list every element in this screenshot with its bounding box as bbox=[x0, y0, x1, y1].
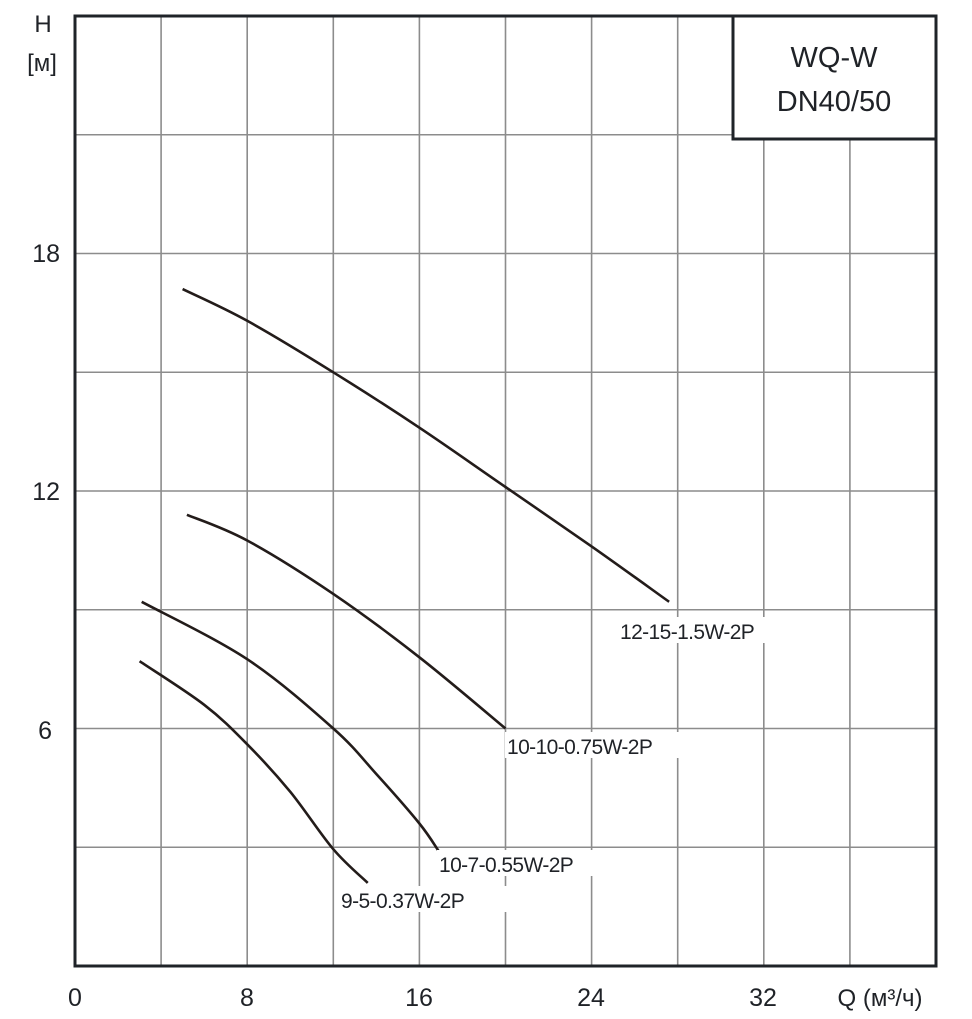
y-tick-18: 18 bbox=[32, 240, 60, 268]
x-tick-8: 8 bbox=[240, 984, 254, 1012]
x-tick-16: 16 bbox=[405, 984, 433, 1012]
curves bbox=[138, 287, 670, 884]
chart-title-line1: WQ-W bbox=[791, 42, 879, 74]
svg-text:9-5-0.37W-2P: 9-5-0.37W-2P bbox=[341, 890, 464, 913]
curve-label-12-15: 12-15-1.5W-2P bbox=[618, 617, 808, 644]
curve-9-5-0.37W-2P bbox=[138, 660, 369, 884]
curve-label-9-5: 9-5-0.37W-2P bbox=[339, 886, 515, 913]
curve-label-10-7: 10-7-0.55W-2P bbox=[437, 850, 622, 877]
curve-label-10-10: 10-10-0.75W-2P bbox=[505, 732, 705, 759]
y-axis-title: H bbox=[34, 11, 51, 38]
svg-text:10-7-0.55W-2P: 10-7-0.55W-2P bbox=[439, 854, 573, 877]
x-axis-title: Q (м³/ч) bbox=[838, 985, 923, 1012]
curve-12-15-1.5W-2P bbox=[182, 287, 670, 603]
x-tick-32: 32 bbox=[749, 984, 777, 1012]
grid bbox=[75, 16, 936, 966]
x-tick-24: 24 bbox=[577, 984, 605, 1012]
y-tick-6: 6 bbox=[38, 717, 52, 745]
chart-title-line2: DN40/50 bbox=[777, 86, 891, 118]
curve-10-10-0.75W-2P bbox=[186, 513, 507, 730]
plot-frame bbox=[73, 14, 938, 968]
y-axis-unit: [м] bbox=[27, 50, 57, 77]
svg-text:10-10-0.75W-2P: 10-10-0.75W-2P bbox=[507, 736, 652, 759]
curve-10-7-0.55W-2P bbox=[141, 600, 440, 852]
x-tick-0: 0 bbox=[68, 984, 82, 1012]
y-tick-12: 12 bbox=[32, 478, 60, 506]
svg-text:12-15-1.5W-2P: 12-15-1.5W-2P bbox=[620, 621, 754, 644]
chart-title-box: WQ-W DN40/50 bbox=[731, 14, 938, 141]
